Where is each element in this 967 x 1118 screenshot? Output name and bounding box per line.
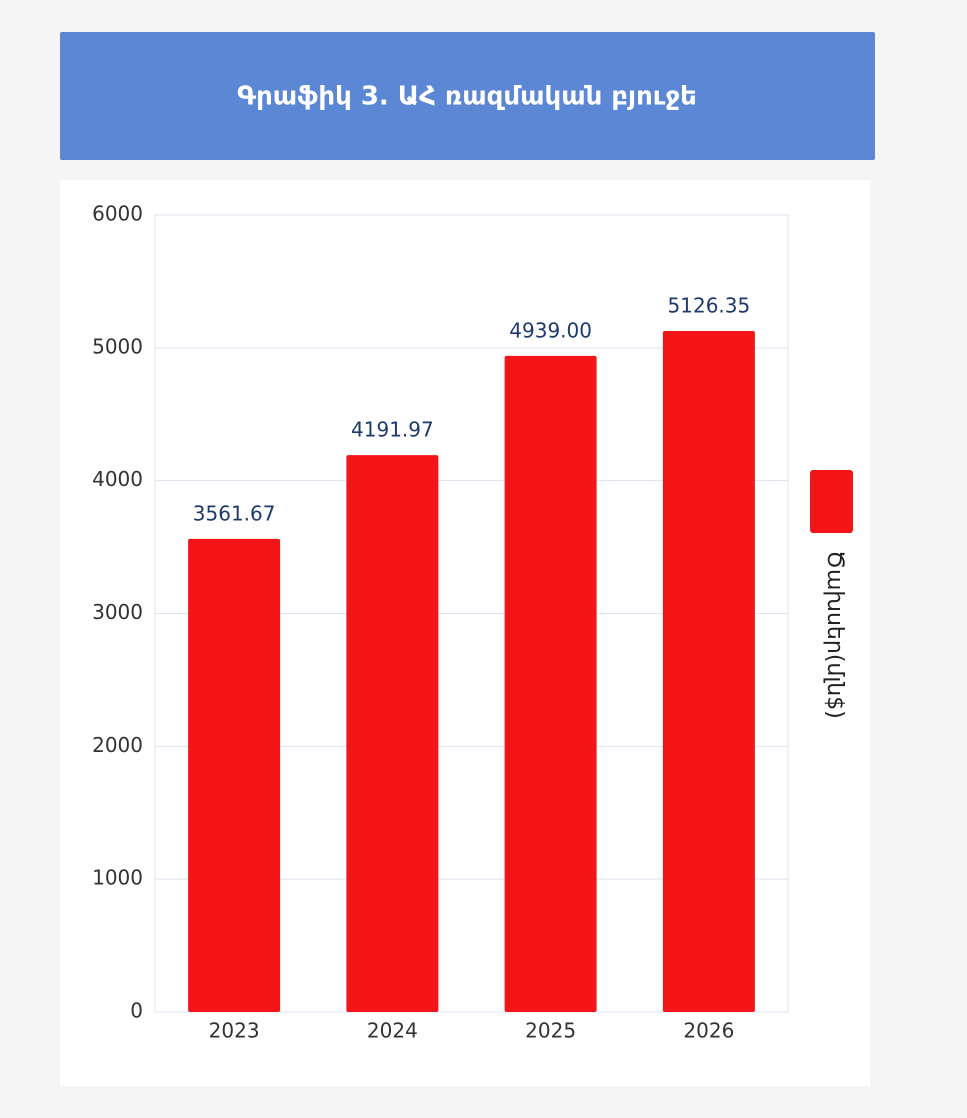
- y-tick-label: 5000: [92, 334, 143, 358]
- data-label: 5126.35: [668, 294, 751, 318]
- legend-swatch: [810, 470, 853, 533]
- data-label: 4939.00: [509, 318, 592, 342]
- y-tick-label: 0: [130, 999, 143, 1023]
- y-tick-label: 4000: [92, 467, 143, 491]
- y-tick-label: 2000: [92, 733, 143, 757]
- bar: [504, 355, 597, 1012]
- bar: [188, 538, 281, 1012]
- legend-label: Ծախսեր(մլն$): [822, 550, 847, 719]
- x-tick-label: 2025: [525, 1019, 576, 1043]
- bar: [346, 455, 439, 1013]
- title-banner: [60, 32, 875, 160]
- y-tick-label: 3000: [92, 600, 143, 624]
- x-tick-label: 2026: [683, 1019, 734, 1043]
- data-label: 3561.67: [193, 501, 276, 525]
- x-tick-label: 2023: [209, 1019, 260, 1043]
- y-tick-label: 6000: [92, 202, 143, 226]
- bar: [662, 331, 755, 1013]
- x-tick-label: 2024: [367, 1019, 418, 1043]
- y-tick-label: 1000: [92, 866, 143, 890]
- data-label: 4191.97: [351, 418, 434, 442]
- chart-title: Գրաֆիկ 3. ԱՀ ռազմական բյուջե: [237, 82, 697, 112]
